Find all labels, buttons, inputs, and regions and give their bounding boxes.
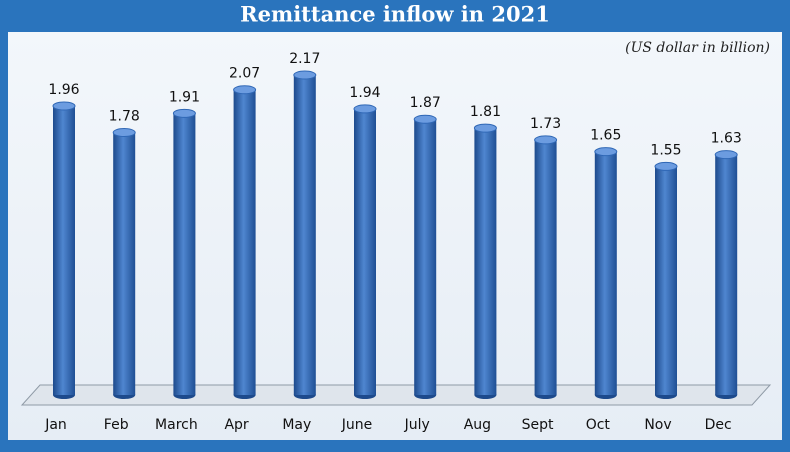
bar (53, 105, 75, 395)
value-label: 1.63 (711, 131, 742, 147)
bar-cap (473, 123, 497, 133)
value-label: 1.87 (410, 95, 441, 111)
value-label: 1.91 (169, 89, 200, 105)
chart-subtitle: (US dollar in billion) (625, 40, 770, 56)
x-tick-label: Feb (104, 417, 129, 433)
value-label: 1.94 (349, 85, 380, 101)
bar-cap (172, 108, 196, 118)
bar-cap (594, 147, 618, 157)
x-tick-label: Aug (464, 417, 491, 433)
bar (354, 108, 376, 395)
bar (715, 154, 738, 395)
x-tick-label: March (155, 417, 198, 433)
x-tick-label: Nov (644, 417, 671, 433)
x-tick-label: June (341, 417, 373, 433)
bar (293, 75, 316, 395)
x-tick-label: Apr (224, 417, 248, 433)
bar-cap (654, 161, 678, 171)
x-tick-label: Dec (705, 417, 732, 433)
x-tick-label: July (404, 417, 430, 433)
bar (414, 119, 437, 396)
x-tick-label: May (282, 417, 311, 433)
bar-cap (112, 128, 136, 138)
bar-cap (413, 114, 437, 124)
x-tick-label: Jan (44, 417, 67, 433)
value-label: 2.07 (229, 66, 260, 82)
bar (655, 166, 677, 395)
bar (534, 139, 557, 395)
bar-cap (233, 85, 257, 95)
bar (474, 128, 497, 395)
value-label: 1.96 (48, 82, 79, 98)
bar-cap (534, 135, 558, 145)
value-label: 1.55 (650, 142, 681, 158)
bar-cap (293, 70, 317, 80)
chart-title: Remittance inflow in 2021 (240, 2, 550, 27)
x-tick-label: Oct (586, 417, 611, 433)
bar-cap (353, 104, 377, 114)
bar (173, 113, 196, 396)
bar-cap (52, 101, 76, 111)
value-label: 1.81 (470, 104, 501, 120)
bar (113, 132, 136, 395)
floor (20, 384, 772, 406)
plot-area (8, 32, 782, 440)
bar-cap (714, 150, 738, 160)
value-label: 2.17 (289, 51, 320, 67)
value-label: 1.78 (109, 109, 140, 125)
value-label: 1.65 (590, 128, 621, 144)
bar (594, 151, 617, 395)
x-tick-label: Sept (522, 417, 554, 433)
bar (233, 89, 256, 395)
value-label: 1.73 (530, 116, 561, 132)
